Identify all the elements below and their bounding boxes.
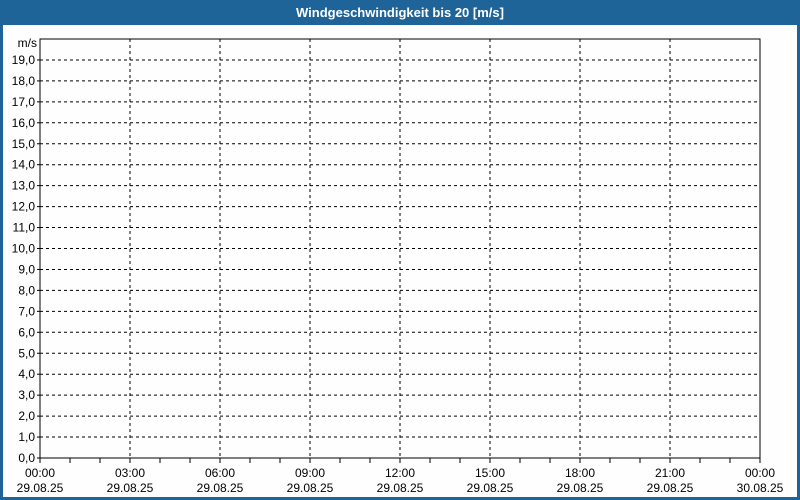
y-tick-label: 2,0 [18,409,35,423]
x-tick-time-label: 00:00 [745,466,775,480]
chart-title: Windgeschwindigkeit bis 20 [m/s] [296,5,504,20]
y-tick-label: 11,0 [13,221,36,235]
x-tick-date-label: 29.08.25 [287,481,334,495]
x-tick-time-label: 09:00 [295,466,325,480]
y-tick-label: 7,0 [18,304,35,318]
y-tick-label: 14,0 [12,158,36,172]
y-tick-label: 8,0 [18,283,35,297]
x-tick-time-label: 03:00 [115,466,145,480]
y-tick-label: 15,0 [12,137,36,151]
x-tick-time-label: 21:00 [655,466,685,480]
y-tick-label: 3,0 [18,388,35,402]
x-tick-time-label: 18:00 [565,466,595,480]
x-tick-time-label: 00:00 [25,466,55,480]
x-tick-date-label: 29.08.25 [197,481,244,495]
y-tick-label: 1,0 [18,430,35,444]
y-tick-label: 6,0 [18,325,35,339]
chart-title-bar: Windgeschwindigkeit bis 20 [m/s] [0,0,800,25]
x-tick-date-label: 29.08.25 [17,481,64,495]
x-tick-date-label: 29.08.25 [557,481,604,495]
y-tick-label: 0,0 [18,451,35,465]
y-tick-label: 5,0 [18,346,35,360]
y-tick-label: 12,0 [12,200,36,214]
y-tick-label: 18,0 [12,74,36,88]
y-tick-label: 10,0 [12,242,36,256]
y-tick-label: 4,0 [18,367,35,381]
y-axis-unit-label: m/s [18,36,37,50]
window-border-left [0,25,3,500]
y-tick-label: 9,0 [18,262,35,276]
window-border-right [797,25,800,500]
y-tick-label: 17,0 [12,95,36,109]
x-tick-date-label: 30.08.25 [737,481,784,495]
x-tick-date-label: 29.08.25 [377,481,424,495]
y-tick-label: 16,0 [12,116,36,130]
y-tick-label: 19,0 [12,53,36,67]
x-tick-date-label: 29.08.25 [467,481,514,495]
x-tick-time-label: 12:00 [385,466,415,480]
window-border-bottom [0,497,800,500]
x-tick-date-label: 29.08.25 [647,481,694,495]
x-tick-time-label: 06:00 [205,466,235,480]
x-tick-time-label: 15:00 [475,466,505,480]
y-tick-label: 13,0 [12,179,36,193]
x-tick-date-label: 29.08.25 [107,481,154,495]
